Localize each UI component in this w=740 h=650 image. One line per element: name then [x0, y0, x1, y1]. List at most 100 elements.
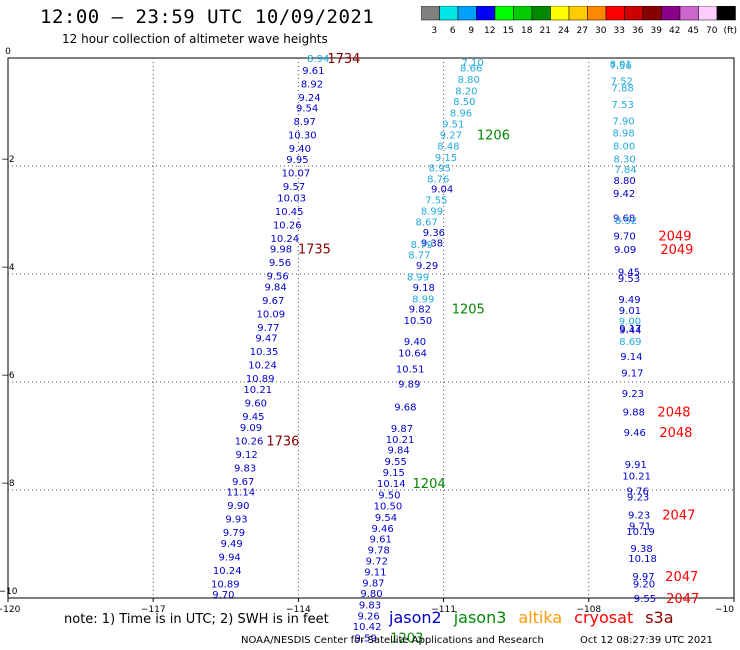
legend-entry: s3a [645, 608, 674, 627]
wave-height-label: 9.72 [366, 557, 388, 568]
track-time-label: 2047 [665, 570, 698, 585]
wave-height-label: 10.24 [271, 234, 300, 245]
wave-height-label: 9.61 [302, 66, 324, 77]
wave-height-label: 8.99 [412, 294, 434, 305]
wave-height-label: 9.40 [289, 144, 311, 155]
wave-height-label: 9.38 [421, 239, 443, 250]
x-tick-label: −114 [286, 605, 311, 615]
wave-height-label: 9.40 [404, 337, 426, 348]
wave-height-label: 10.89 [246, 374, 275, 385]
y-tick-label: −4 [1, 263, 15, 273]
wave-height-label: 9.84 [265, 282, 287, 293]
y-tick-label: −2 [1, 155, 14, 165]
wave-height-label: 9.88 [623, 408, 645, 419]
wave-height-label: 9.50 [378, 490, 400, 501]
wave-height-label: 9.98 [270, 245, 292, 256]
track-time-label: 2048 [659, 426, 692, 441]
track-time-label: 1203 [390, 631, 423, 646]
wave-height-label: 8.20 [455, 86, 477, 97]
wave-height-label: 9.45 [618, 267, 640, 278]
legend-entry: cryosat [574, 608, 634, 627]
wave-height-label: 10.21 [622, 471, 651, 482]
wave-height-label: 9.11 [364, 568, 386, 579]
color-swatch-label: 39 [651, 26, 663, 36]
wave-height-label: 7.88 [612, 84, 634, 95]
color-swatch-label: 42 [669, 26, 680, 36]
wave-height-label: 9.26 [357, 611, 379, 622]
wave-height-label: 8.50 [453, 97, 475, 108]
wave-height-label: 9.38 [630, 544, 652, 555]
wave-height-label: 9.04 [431, 185, 453, 196]
wave-height-label: 7.56 [610, 61, 632, 72]
color-swatch [716, 6, 736, 21]
wave-height-label: 7.53 [612, 100, 634, 111]
wave-height-label: 10.19 [626, 527, 655, 538]
wave-height-label: 9.56 [266, 272, 288, 283]
wave-height-label: 10.64 [398, 348, 427, 359]
wave-height-label: 9.29 [416, 261, 438, 272]
wave-height-label: 9.80 [360, 589, 382, 600]
wave-height-label: 9.94 [219, 552, 241, 563]
track-time-label: 1206 [477, 129, 510, 144]
wave-height-label: 8.80 [613, 176, 635, 187]
wave-height-label: 9.49 [618, 295, 640, 306]
wave-height-label: 9.91 [625, 460, 647, 471]
wave-height-label: 8.80 [458, 75, 480, 86]
color-swatch-label: 33 [614, 26, 625, 36]
track-time-label: 1205 [452, 303, 485, 318]
wave-height-label: 9.36 [423, 228, 445, 239]
wave-height-label: 9.87 [391, 424, 413, 435]
wave-height-label: 9.90 [227, 501, 249, 512]
wave-height-label: 9.51 [442, 119, 464, 130]
wave-height-label: 9.20 [633, 579, 655, 590]
wave-height-label: 8.69 [619, 337, 641, 348]
wave-height-label: 9.27 [440, 131, 462, 142]
wave-height-label: 9.67 [262, 296, 284, 307]
wave-height-label: 8.98 [613, 129, 635, 140]
color-swatch-label: 30 [595, 26, 607, 36]
wave-height-label: 8.52 [615, 216, 637, 227]
wave-height-label: 9.12 [235, 450, 257, 461]
wave-height-label: 7.55 [425, 195, 447, 206]
wave-height-label: 9.49 [220, 539, 242, 550]
color-swatch-label: 9 [468, 26, 474, 36]
wave-height-label: 10.09 [256, 309, 285, 320]
wave-height-label: 10.18 [628, 554, 657, 565]
x-tick-label: −10 [715, 605, 734, 615]
wave-height-label: 9.89 [398, 380, 420, 391]
wave-height-label: 9.46 [371, 524, 393, 535]
wave-height-label: 9.47 [255, 334, 277, 345]
chart-subtitle: 12 hour collection of altimeter wave hei… [62, 32, 328, 46]
x-tick-label: −111 [431, 605, 456, 615]
wave-height-label: 8.67 [416, 218, 438, 229]
wave-height-label: 8.99 [421, 206, 443, 217]
plot-frame [7, 57, 735, 599]
wave-height-label: 9.18 [413, 283, 435, 294]
track-time-label: 2048 [657, 406, 690, 421]
wave-height-label: 9.23 [627, 492, 649, 503]
wave-height-label: 7.90 [613, 117, 635, 128]
wave-height-label: 10.14 [377, 479, 406, 490]
wave-height-label: 8.01 [610, 59, 632, 70]
wave-height-label: 9.70 [613, 232, 635, 243]
wave-height-label: 9.09 [240, 423, 262, 434]
wave-height-label: 9.01 [619, 306, 641, 317]
wave-height-label: 10.35 [250, 347, 279, 358]
wave-height-label: 9.56 [269, 258, 291, 269]
wave-height-label: 10.26 [273, 220, 302, 231]
legend-entry: jason2 [389, 608, 442, 627]
wave-height-label: 7.10 [462, 58, 484, 69]
wave-height-label: 9.97 [632, 572, 654, 583]
wave-height-label: 9.17 [621, 368, 643, 379]
wave-height-label: 9.45 [242, 412, 264, 423]
timestamp-text: Oct 12 08:27:39 UTC 2021 [580, 635, 713, 646]
x-tick-label: −120 [0, 605, 21, 615]
wave-height-label: 8.92 [301, 79, 323, 90]
wave-height-label: 9.57 [283, 182, 305, 193]
track-time-label: 2047 [662, 508, 695, 523]
wave-height-label: 10.89 [211, 579, 240, 590]
wave-height-label: 8.79 [411, 240, 433, 251]
y-tick-label: −10 [0, 587, 18, 597]
color-swatch-label: 36 [632, 26, 644, 36]
